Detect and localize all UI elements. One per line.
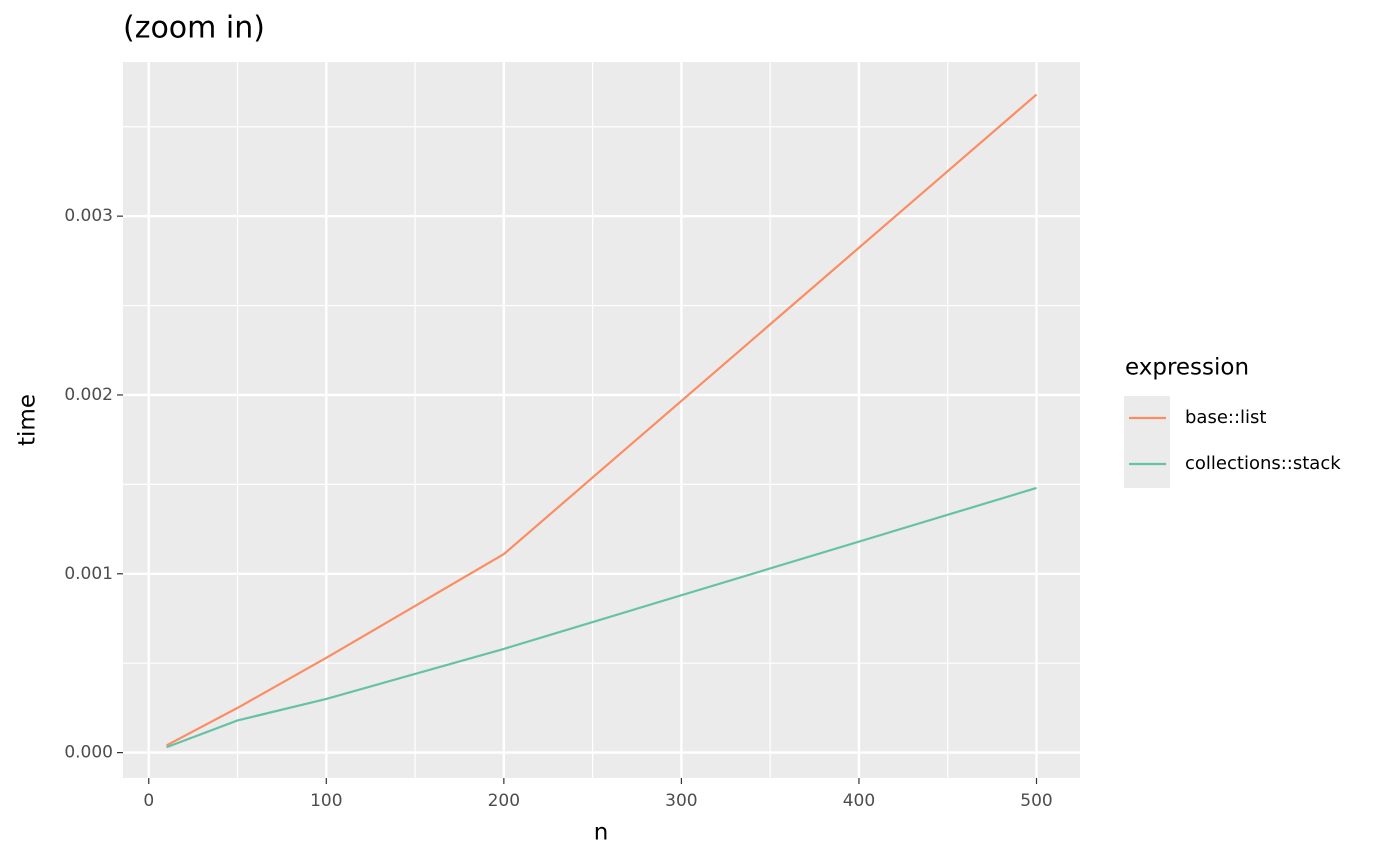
x-axis-title: n: [594, 820, 609, 846]
x-tick-label: 0: [143, 791, 154, 811]
y-tick-label: 0.003: [64, 206, 113, 226]
y-tick-label: 0.000: [64, 743, 113, 763]
data-line: [166, 486, 1037, 749]
y-axis-title: time: [15, 394, 41, 446]
plot-panel: [123, 62, 1080, 778]
x-tick-label: 500: [1020, 791, 1052, 811]
x-tick-label: 400: [843, 791, 875, 811]
legend-label: collections::stack: [1185, 453, 1341, 474]
x-tick-label: 200: [488, 791, 520, 811]
x-tick-label: 300: [665, 791, 697, 811]
y-tick-label: 0.001: [64, 564, 113, 584]
y-tick-label: 0.002: [64, 385, 113, 405]
x-tick-label: 100: [310, 791, 342, 811]
legend-key-background: [1124, 396, 1170, 488]
legend-title: expression: [1125, 355, 1249, 381]
data-line: [165, 93, 1038, 747]
legend-label: base::list: [1185, 407, 1266, 428]
chart-title: (zoom in): [123, 11, 265, 46]
